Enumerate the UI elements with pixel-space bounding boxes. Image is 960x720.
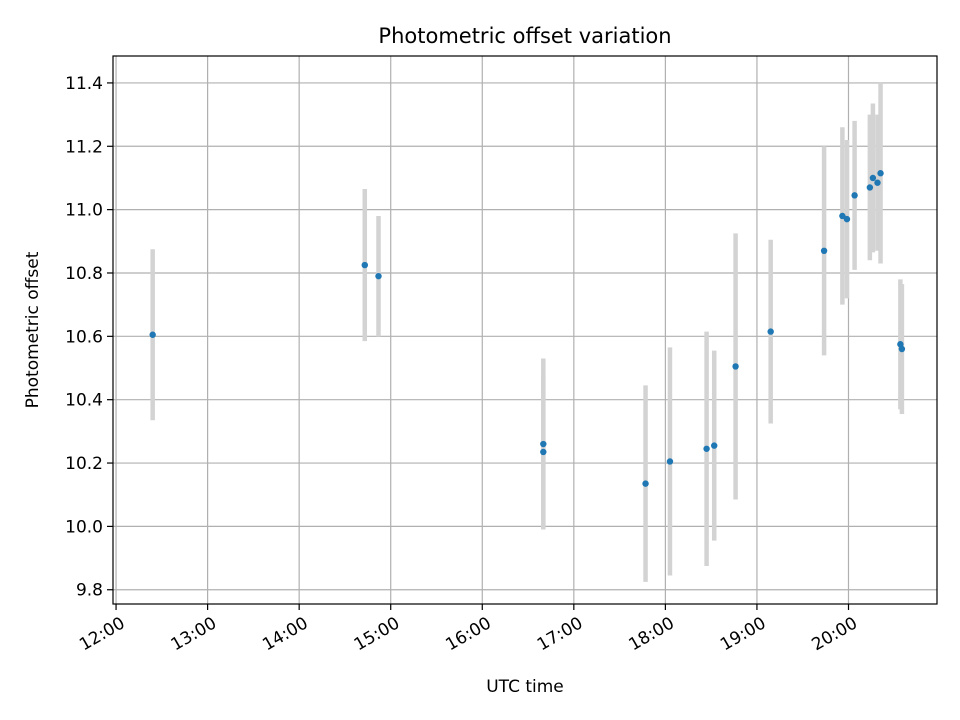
y-tick-label: 10.2 [65,454,103,474]
data-point [843,215,851,223]
y-tick-label: 11.0 [65,201,103,221]
data-point [820,247,828,255]
data-point [711,442,718,449]
y-tick-label: 10.0 [65,517,103,537]
data-point [866,184,874,191]
data-point [874,179,881,186]
grid [113,56,937,604]
y-tick-label: 10.4 [65,391,103,411]
data-point [877,170,884,177]
y-tick-label: 10.6 [65,327,103,347]
data-point [839,212,846,220]
y-tick-label: 10.8 [65,264,103,284]
y-tick-label: 11.4 [65,74,103,94]
data-point [703,445,710,452]
x-axis-label: UTC time [486,677,564,697]
data-point [869,174,877,182]
y-axis-label: Photometric offset [23,251,43,408]
data-point [540,440,547,448]
data-point [540,448,547,456]
data-point [149,331,156,338]
data-point [732,363,739,370]
y-tick-label: 11.2 [65,137,103,157]
data-point [898,345,906,353]
data-point [361,261,368,269]
data-point [642,480,649,487]
data-point [767,328,774,335]
plot-frame [112,55,938,605]
data-point [851,192,858,199]
y-axis: 9.8 10.0 10.2 10.4 10.6 10.8 11.0 11.2 11.4 [65,74,113,601]
data-points [149,170,906,487]
data-point [375,272,382,280]
chart-title: Photometric offset variation [378,24,671,48]
data-point [666,458,674,465]
y-tick-label: 9.8 [76,581,103,601]
